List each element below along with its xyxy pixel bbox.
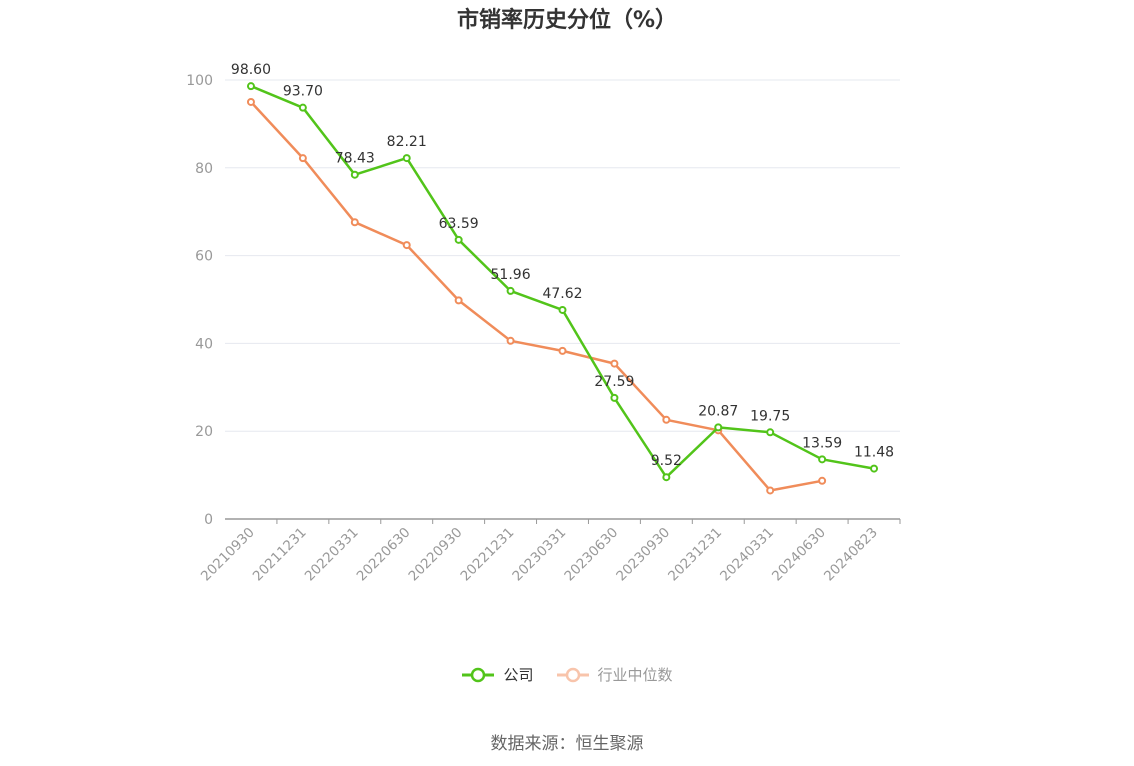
series-line-1	[250, 101, 823, 492]
data-point-s0-0	[246, 82, 255, 91]
data-label-5: 51.96	[491, 267, 531, 283]
x-tick-label-2: 20220331	[302, 525, 362, 585]
data-point-s0-3	[402, 154, 411, 163]
data-point-s1-6	[558, 346, 567, 355]
data-label-3: 82.21	[387, 134, 427, 150]
y-tick-label-20: 20	[195, 424, 213, 440]
x-tick-label-4: 20220930	[406, 525, 466, 585]
data-point-s1-5	[506, 336, 515, 345]
data-point-s1-4	[454, 296, 463, 305]
data-label-4: 63.59	[439, 216, 479, 232]
data-label-1: 93.70	[283, 84, 323, 100]
data-point-s1-2	[350, 218, 359, 227]
x-tick-label-9: 20231231	[665, 525, 725, 585]
data-label-10: 19.75	[750, 408, 790, 424]
y-tick-label-60: 60	[195, 249, 213, 265]
data-point-s1-8	[662, 415, 671, 424]
y-tick-label-40: 40	[195, 336, 213, 352]
legend-item-company[interactable]: 公司	[461, 664, 534, 685]
data-point-s1-3	[402, 241, 411, 250]
x-tick-label-1: 20211231	[250, 525, 310, 585]
chart-plot: 0204060801002021093020211231202203312022…	[186, 62, 901, 585]
data-point-s0-10	[766, 428, 775, 437]
data-point-s0-8	[662, 473, 671, 482]
source-note: 数据来源：恒生聚源	[490, 734, 644, 754]
x-tick-label-8: 20230930	[613, 525, 673, 585]
data-point-s0-11	[818, 455, 827, 464]
data-label-0: 98.60	[231, 62, 271, 78]
legend: 公司 行业中位数	[0, 664, 1134, 685]
data-point-s0-7	[610, 393, 619, 402]
data-point-s0-2	[350, 170, 359, 179]
data-point-s1-1	[298, 154, 307, 163]
data-label-6: 47.62	[542, 286, 582, 302]
data-label-11: 13.59	[802, 435, 842, 451]
x-tick-label-3: 20220630	[354, 525, 414, 585]
data-point-s1-11	[818, 476, 827, 485]
data-point-s0-6	[558, 305, 567, 314]
data-point-s0-12	[870, 464, 879, 473]
legend-label-industry-median: 行业中位数	[597, 666, 673, 684]
data-point-s1-7	[610, 359, 619, 368]
x-tick-label-0: 20210930	[198, 525, 258, 585]
legend-item-industry-median[interactable]: 行业中位数	[556, 664, 673, 685]
data-point-s0-9	[714, 423, 723, 432]
data-point-s1-10	[766, 486, 775, 495]
data-label-2: 78.43	[335, 151, 375, 167]
x-tick-label-7: 20230630	[561, 525, 621, 585]
x-tick-label-5: 20221231	[458, 525, 518, 585]
y-tick-label-80: 80	[195, 161, 213, 177]
legend-marker-company	[462, 667, 495, 682]
x-tick-label-6: 20230331	[509, 525, 569, 585]
legend-marker-industry-median	[556, 667, 589, 682]
data-point-s0-1	[298, 103, 307, 112]
y-tick-label-0: 0	[204, 512, 213, 528]
y-tick-label-100: 100	[186, 73, 213, 89]
data-label-12: 11.48	[854, 445, 894, 461]
data-point-s0-4	[454, 235, 463, 244]
data-point-s1-0	[246, 97, 255, 106]
data-label-7: 27.59	[594, 374, 634, 390]
x-tick-label-12: 20240823	[821, 525, 881, 585]
legend-label-company: 公司	[503, 666, 534, 684]
x-tick-label-10: 20240331	[717, 525, 777, 585]
data-label-8: 9.52	[651, 453, 682, 469]
chart-title: 市销率历史分位（%）	[456, 8, 678, 33]
data-label-9: 20.87	[698, 403, 738, 419]
x-tick-label-11: 20240630	[769, 525, 829, 585]
data-point-s0-5	[506, 286, 515, 295]
